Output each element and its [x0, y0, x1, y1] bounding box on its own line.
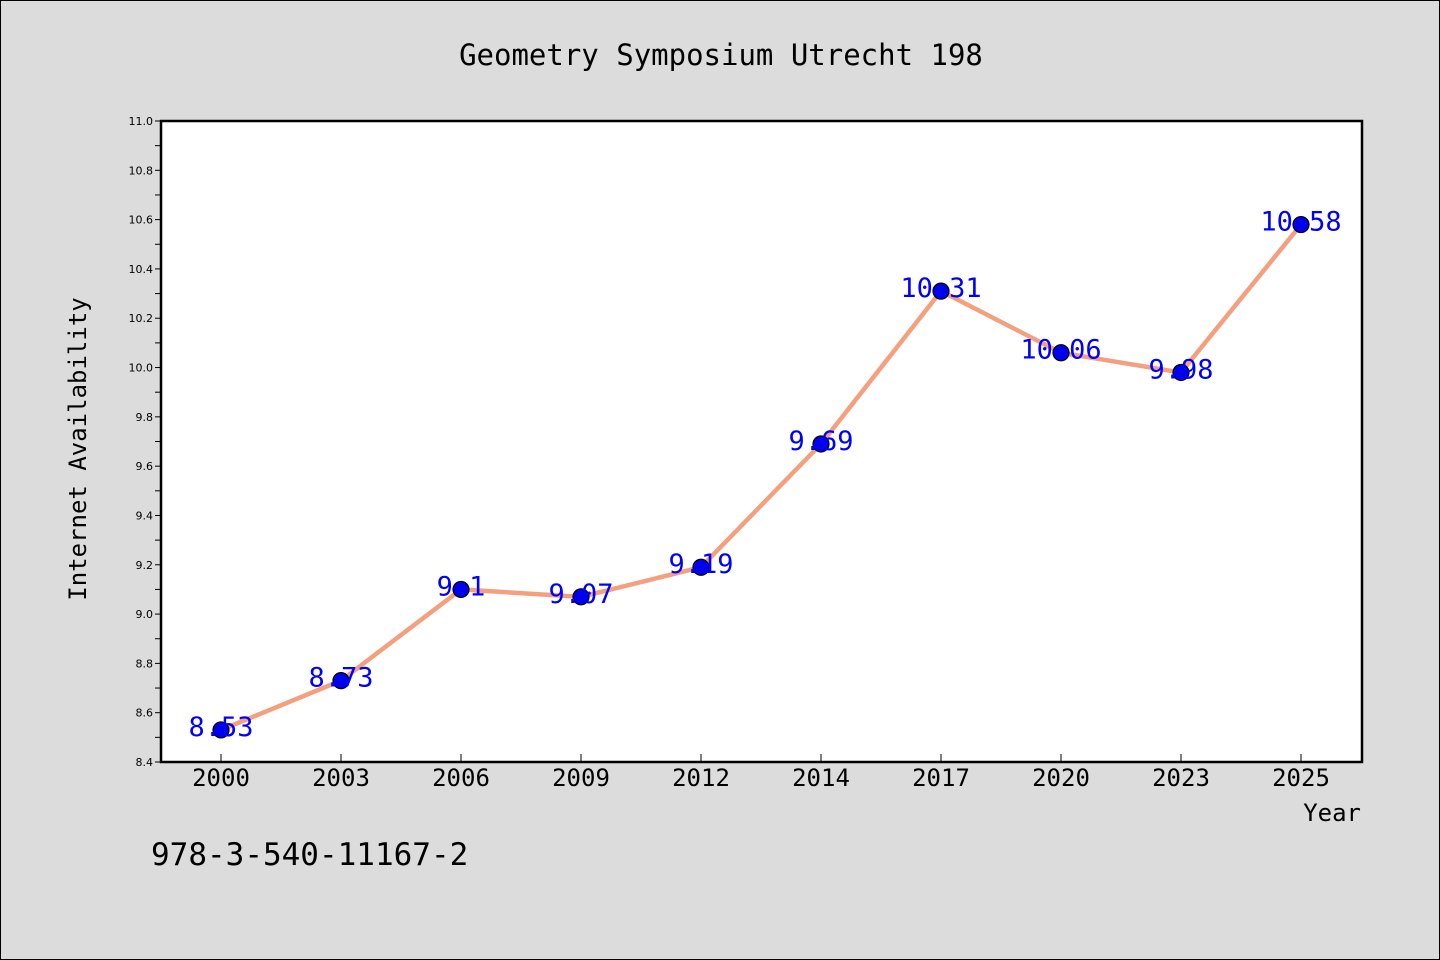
data-point — [452, 580, 470, 599]
y-tick-label: 10.0 — [129, 362, 154, 375]
data-label: 9.19 — [668, 549, 733, 580]
data-label: 9.69 — [788, 426, 853, 457]
y-tick-label: 9.0 — [136, 608, 154, 621]
series-line — [218, 222, 1304, 733]
y-tick-label: 9.2 — [136, 559, 154, 572]
y-axis-label: Internet Availability — [64, 297, 92, 600]
y-tick-label: 9.8 — [136, 411, 154, 424]
y-tick-label: 10.8 — [129, 164, 154, 177]
x-tick-label: 2014 — [792, 764, 850, 792]
x-tick-label: 2006 — [432, 764, 490, 792]
y-tick-label: 10.2 — [129, 312, 154, 325]
data-label: 10.58 — [1260, 207, 1341, 238]
data-label: 10.31 — [900, 273, 981, 304]
data-label: 10.06 — [1020, 335, 1101, 366]
x-tick-label: 2023 — [1152, 764, 1210, 792]
x-tick-label: 2017 — [912, 764, 970, 792]
x-tick-label: 2020 — [1032, 764, 1090, 792]
footer-isbn: 978-3-540-11167-2 — [151, 837, 468, 873]
data-point — [1052, 344, 1070, 362]
y-tick-label: 9.6 — [136, 460, 154, 473]
data-point — [812, 435, 830, 453]
y-axis: 8.4 8.6 8.8 9.0 9.2 9.4 9.6 9.8 10.0 10.2 10.4 10.6… — [129, 115, 161, 769]
data-point — [1172, 363, 1190, 382]
series-group: 8.53 8.73 9.1 9.07 9.19 9.69 10.31 10.06 9.98 10.… — [188, 207, 1341, 743]
x-tick-label: 2025 — [1272, 764, 1330, 792]
y-tick-label: 8.6 — [136, 707, 154, 720]
data-point — [1292, 215, 1310, 234]
y-tick-label: 10.6 — [129, 214, 154, 227]
data-label: 8.53 — [188, 712, 253, 743]
data-point — [332, 672, 350, 690]
y-tick-label: 10.4 — [129, 263, 154, 276]
y-tick-label: 9.4 — [136, 509, 154, 522]
data-point — [692, 558, 710, 576]
data-point — [932, 282, 950, 300]
x-tick-label: 2000 — [192, 764, 250, 792]
data-label: 9.07 — [548, 579, 613, 610]
data-label: 9.98 — [1148, 354, 1213, 385]
data-point — [212, 721, 230, 739]
y-tick-label: 11.0 — [129, 115, 154, 128]
x-tick-label: 2003 — [312, 764, 370, 792]
x-axis-label: Year — [1303, 799, 1361, 827]
y-tick-label: 8.4 — [136, 756, 154, 769]
y-tick-label: 8.8 — [136, 657, 154, 670]
x-tick-label: 2012 — [672, 764, 730, 792]
data-point — [572, 588, 590, 606]
plot-area — [159, 119, 1364, 764]
chart-title: Geometry Symposium Utrecht 198 — [459, 38, 983, 72]
data-label: 8.73 — [308, 663, 373, 694]
x-tick-label: 2009 — [552, 764, 610, 792]
x-axis: 2000 2003 2006 2009 2012 2014 2017 2020 2023 2025 — [192, 754, 1330, 792]
data-label: 9.1 — [437, 571, 486, 602]
